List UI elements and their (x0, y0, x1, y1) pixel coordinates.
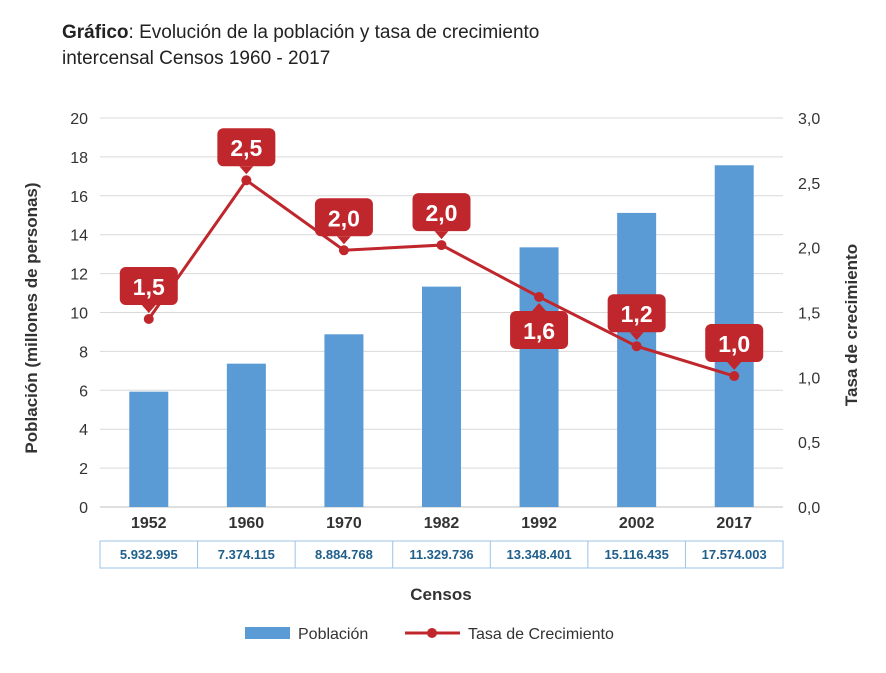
legend-label-tasa: Tasa de Crecimiento (468, 626, 614, 643)
callout-box (607, 294, 666, 333)
x-tick-label: 1982 (424, 515, 460, 532)
title-line1: : Evolución de la población y tasa de cr… (128, 22, 540, 43)
left-tick-label: 14 (70, 228, 88, 245)
callout-1982: 2,0 (412, 193, 471, 240)
bar-1970 (324, 334, 364, 507)
callout-pointer (239, 166, 254, 175)
callout-1970: 2,0 (314, 198, 373, 245)
right-axis-title: Tasa de crecimiento (842, 244, 861, 406)
growth-point-1982 (436, 240, 447, 251)
x-tick-label: 1952 (131, 515, 167, 532)
bar-1952 (129, 391, 169, 507)
bar-2002 (617, 212, 657, 507)
callout-label: 1,5 (133, 274, 165, 300)
right-tick-label: 1,0 (798, 370, 820, 387)
x-tick-label: 2002 (619, 515, 655, 532)
table-cell: 8.884.768 (315, 547, 373, 562)
right-axis: 0,0 0,5 1,0 1,5 2,0 2,5 3,0 (798, 111, 820, 517)
callout-1992: 1,6 (510, 302, 569, 349)
left-axis-title: Población (millones de personas) (22, 182, 41, 453)
right-tick-label: 0,5 (798, 435, 820, 452)
left-tick-label: 2 (79, 461, 88, 478)
growth-point-1960 (241, 175, 252, 186)
title-line2: intercensal Censos 1960 - 2017 (62, 48, 331, 69)
population-table: 5.932.995 7.374.115 8.884.768 11.329.736 13.… (99, 540, 784, 569)
callout-label: 2,0 (426, 200, 458, 226)
left-axis: 0 2 4 6 8 10 12 14 16 18 20 (70, 111, 88, 517)
right-tick-label: 3,0 (798, 111, 820, 128)
x-tick-label: 1960 (229, 515, 265, 532)
left-tick-label: 20 (70, 111, 88, 128)
right-tick-label: 1,5 (798, 306, 820, 323)
left-tick-label: 12 (70, 267, 88, 284)
table-cell: 11.329.736 (409, 547, 473, 562)
callout-pointer (434, 231, 449, 240)
growth-point-1992 (534, 291, 545, 302)
bar-1992 (519, 247, 559, 507)
title-prefix: Gráfico (62, 22, 129, 43)
chart-title: Gráfico: Evolución de la población y tas… (62, 20, 539, 72)
callout-box (119, 266, 178, 305)
bar-1982 (422, 286, 461, 507)
callout-box (412, 193, 471, 232)
growth-point-1970 (338, 245, 349, 256)
growth-line (143, 175, 740, 382)
left-tick-label: 0 (79, 500, 88, 517)
callout-label: 1,2 (621, 301, 653, 327)
callout-pointer (336, 236, 351, 245)
callout-2002: 1,2 (607, 294, 666, 341)
callout-label: 1,6 (523, 318, 555, 344)
callout-2017: 1,0 (705, 324, 764, 371)
legend: Población Tasa de Crecimiento (245, 626, 614, 643)
table-cell: 5.932.995 (120, 547, 178, 562)
bar-1960 (226, 363, 266, 507)
left-tick-label: 6 (79, 383, 88, 400)
growth-point-2002 (631, 341, 642, 352)
callout-label: 2,0 (328, 205, 360, 231)
callout-box (705, 324, 764, 363)
callout-pointer (727, 362, 742, 371)
callout-box (314, 198, 373, 237)
x-tick-label: 2017 (716, 515, 752, 532)
callout-pointer (532, 302, 547, 311)
table-cell: 13.348.401 (507, 547, 572, 562)
x-axis: 1952 1960 1970 1982 1992 2002 2017 (131, 515, 752, 532)
x-axis-title: Censos (410, 585, 471, 604)
growth-point-2017 (729, 371, 740, 382)
bars (129, 165, 754, 508)
legend-swatch-tasa-marker (427, 628, 437, 638)
callout-label: 2,5 (230, 135, 262, 161)
right-tick-label: 2,5 (798, 176, 820, 193)
table-cell: 15.116.435 (604, 547, 668, 562)
callout-pointer (141, 304, 156, 313)
x-tick-label: 1970 (326, 515, 362, 532)
growth-callouts: 1,5 2,5 2,0 2,0 1,6 1,2 1,0 (119, 128, 764, 371)
callout-pointer (629, 332, 644, 341)
table-border (99, 540, 784, 569)
callout-box (217, 128, 276, 167)
table-cell: 7.374.115 (218, 547, 275, 562)
left-tick-label: 16 (70, 189, 88, 206)
callout-1960: 2,5 (217, 128, 276, 175)
legend-label-poblacion: Población (298, 626, 368, 643)
left-tick-label: 4 (79, 422, 88, 439)
legend-swatch-poblacion (245, 627, 290, 639)
right-tick-label: 2,0 (798, 241, 820, 258)
right-tick-label: 0,0 (798, 500, 820, 517)
callout-1952: 1,5 (119, 266, 178, 313)
table-cell: 17.574.003 (702, 547, 767, 562)
callout-box (510, 310, 569, 349)
left-tick-label: 8 (79, 344, 88, 361)
x-tick-label: 1992 (521, 515, 557, 532)
left-tick-label: 18 (70, 150, 88, 167)
left-tick-label: 10 (70, 306, 88, 323)
growth-point-1952 (143, 313, 154, 324)
callout-label: 1,0 (718, 331, 750, 357)
